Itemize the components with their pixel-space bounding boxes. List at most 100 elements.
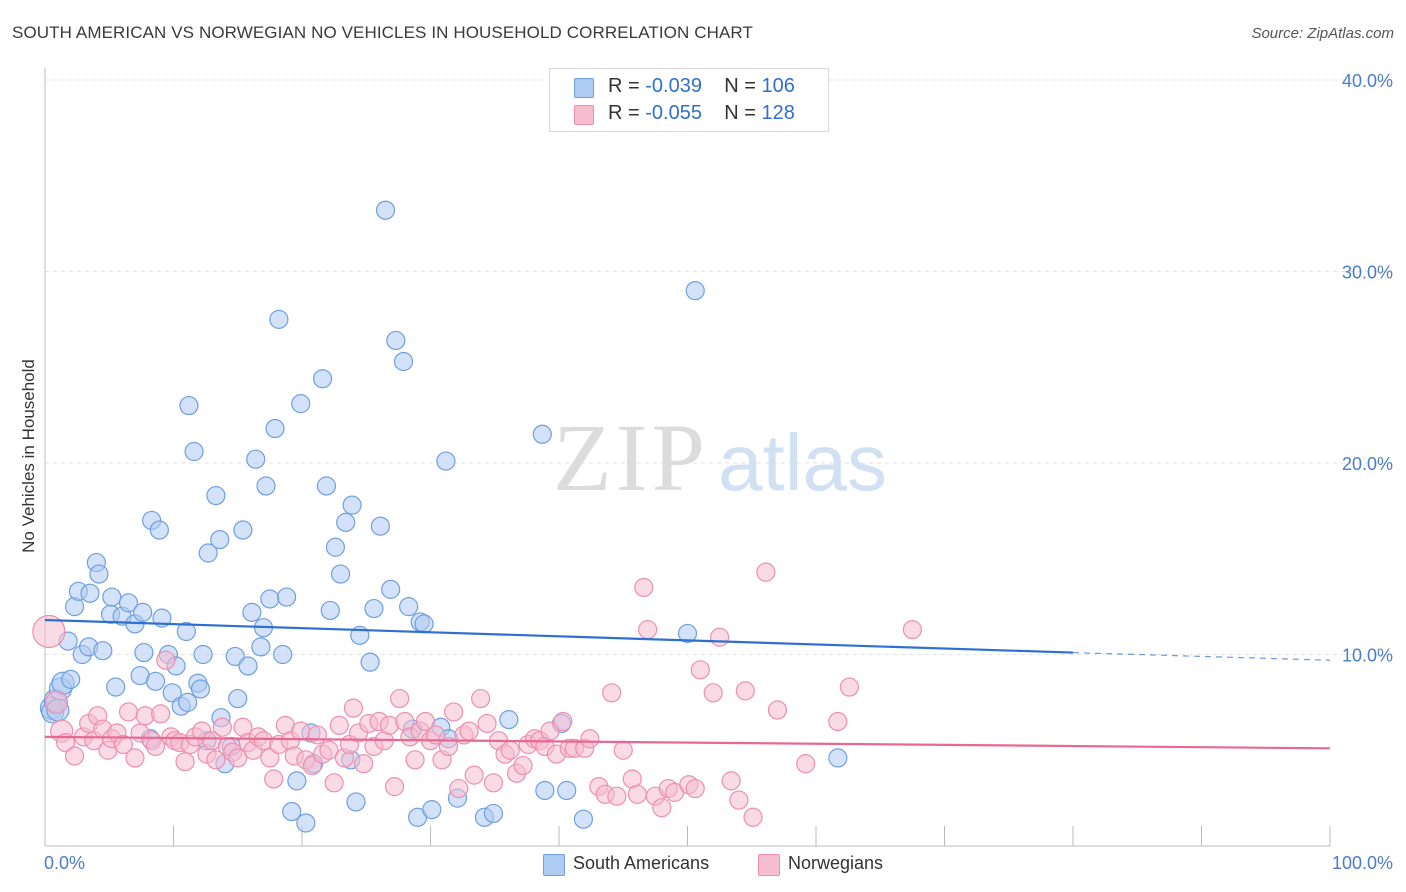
legend-swatch-norwegians: [574, 105, 594, 125]
south-american-point: [535, 780, 555, 801]
south-american-point: [242, 602, 262, 622]
norwegian-point: [540, 721, 560, 741]
south-american-point: [238, 656, 258, 676]
legend-r-label: R =: [608, 75, 646, 97]
south-americans-trend-extension: [1072, 651, 1331, 661]
norwegian-point: [206, 750, 226, 770]
south-american-point: [190, 679, 211, 699]
correlation-legend: R = -0.039 N = 106 R = -0.055 N = 128: [549, 68, 829, 132]
south-american-point: [162, 683, 182, 703]
south-american-point: [198, 543, 218, 563]
watermark-atlas: atlas: [718, 418, 887, 507]
south-american-point: [483, 803, 504, 824]
norwegian-point: [390, 688, 410, 709]
gridlines: [45, 79, 1392, 655]
norwegian-point: [32, 614, 66, 649]
trend-lines: [44, 618, 1331, 750]
norwegian-point: [145, 736, 166, 757]
chart-title: SOUTH AMERICAN VS NORWEGIAN NO VEHICLES …: [12, 23, 753, 42]
south-american-point: [342, 495, 362, 515]
south-american-point: [106, 677, 126, 697]
south-american-point: [118, 593, 139, 613]
legend-n-label: N =: [724, 102, 762, 124]
x-tick-label-min: 0.0%: [44, 853, 85, 873]
south-american-point: [178, 692, 198, 712]
south-american-point: [677, 623, 698, 644]
norwegian-point: [735, 681, 755, 701]
norwegian-point: [580, 729, 600, 749]
norwegian-point: [627, 784, 647, 804]
south-american-point: [393, 351, 414, 372]
norwegian-point: [151, 704, 171, 724]
norwegian-point: [459, 721, 479, 741]
norwegian-point: [828, 711, 848, 732]
norwegian-point: [500, 740, 520, 760]
south-american-point: [251, 637, 271, 657]
norwegians-trend-line: [44, 735, 1331, 750]
norwegian-point: [690, 660, 710, 680]
south-american-point: [193, 644, 213, 665]
norwegian-point: [634, 577, 654, 598]
norwegian-point: [384, 777, 405, 797]
norwegian-point: [329, 715, 349, 735]
south-american-point: [246, 449, 266, 469]
norwegian-point: [721, 771, 741, 791]
norwegian-point: [483, 773, 504, 793]
norwegian-point: [607, 786, 627, 806]
series-swatch-norwegians: [758, 854, 780, 876]
south-american-point: [414, 614, 434, 634]
norwegian-point: [743, 807, 763, 827]
south-american-point: [176, 621, 196, 642]
south-american-point: [336, 512, 356, 532]
south-american-point: [325, 537, 346, 557]
y-tick-label: 30.0%: [1342, 263, 1393, 283]
norwegian-point: [156, 650, 176, 670]
south-american-point: [273, 644, 293, 665]
norwegian-point: [264, 769, 284, 789]
norwegian-point: [729, 790, 749, 810]
south-american-point: [312, 369, 333, 389]
norwegian-point: [415, 711, 435, 732]
south-american-point: [557, 780, 577, 801]
south-american-point: [225, 646, 245, 667]
south-american-point: [360, 652, 380, 672]
south-american-point: [256, 476, 276, 496]
south-american-point: [210, 529, 230, 550]
y-tick-label: 10.0%: [1342, 646, 1393, 666]
norwegian-point: [553, 711, 573, 732]
legend-r-value: -0.055: [645, 102, 702, 124]
south-american-point: [386, 330, 406, 351]
norwegian-point: [44, 690, 69, 714]
south-american-point: [184, 441, 204, 462]
norwegian-point: [125, 748, 145, 768]
south-american-point: [233, 520, 253, 540]
watermark-zip: ZIP: [553, 404, 709, 511]
south-american-point: [828, 748, 848, 768]
south-americans-trend-line: [44, 618, 1074, 654]
norwegian-point: [343, 698, 363, 718]
chart-source: Source: ZipAtlas.com: [1251, 25, 1394, 42]
norwegian-point: [638, 620, 658, 640]
south-american-point: [80, 583, 100, 603]
south-american-point: [269, 309, 289, 329]
south-american-point: [61, 669, 81, 689]
south-american-point: [89, 564, 109, 584]
y-axis-title: No Vehicles in Household: [19, 359, 38, 553]
norwegian-point: [438, 736, 459, 757]
south-american-point: [296, 813, 316, 833]
norwegian-point: [324, 773, 344, 793]
norwegian-point: [685, 778, 705, 799]
south-american-point: [573, 809, 594, 829]
south-american-point: [330, 564, 351, 584]
south-american-point: [532, 424, 552, 444]
norwegian-point: [513, 755, 533, 776]
norwegian-point: [212, 717, 232, 737]
south-american-point: [364, 598, 384, 619]
south-american-point: [282, 801, 302, 822]
norwegian-point: [291, 721, 311, 741]
series-swatch-south-americans: [543, 854, 565, 876]
norwegian-point: [710, 627, 730, 647]
south-american-point: [291, 394, 311, 414]
norwegian-point: [602, 683, 622, 703]
